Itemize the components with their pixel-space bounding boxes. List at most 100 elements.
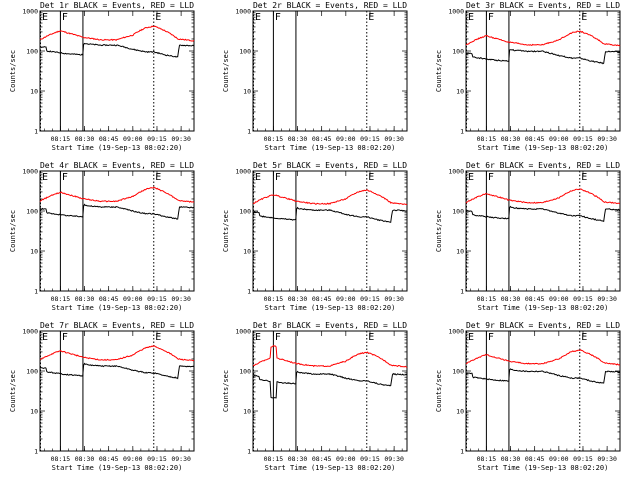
lld-series-line [252,189,408,206]
y-tick-label: 10 [30,248,38,256]
x-axis-label: Start Time (19-Sep-13 08:02:20) [478,304,609,312]
x-tick-label: 09:30 [597,295,617,303]
flag-label: F [62,172,68,183]
events-series-line [252,206,408,223]
panel-title: Det 7r BLACK = Events, RED = LLD [40,321,194,330]
flag-label: E [368,332,374,343]
x-axis-label: Start Time (19-Sep-13 08:02:20) [52,144,183,152]
x-tick-label: 08:15 [51,295,71,303]
x-axis-label: Start Time (19-Sep-13 08:02:20) [52,464,183,472]
y-tick-label: 10 [243,408,251,416]
events-series-line [39,362,195,380]
panel-det-4r: Det 4r BLACK = Events, RED = LLD 1 10 100 10… [9,161,195,312]
panel-title: Det 4r BLACK = Events, RED = LLD [40,161,194,170]
x-tick-label: 09:00 [123,295,143,303]
x-axis-label: Start Time (19-Sep-13 08:02:20) [265,144,396,152]
flag-label: F [488,332,494,343]
x-tick-label: 08:15 [264,135,284,143]
panel-det-6r: Det 6r BLACK = Events, RED = LLD 1 10 100 10… [435,161,621,312]
x-tick-label: 08:45 [525,295,545,303]
flag-label: E [368,172,374,183]
x-tick-label: 09:30 [597,455,617,463]
y-axis-label: Counts/sec [9,210,17,252]
y-tick-label: 1000 [448,328,464,336]
events-series-line [465,205,621,222]
lld-series-line [39,25,195,42]
flag-label: E [155,172,161,183]
y-tick-label: 10 [243,248,251,256]
x-tick-label: 09:15 [147,135,167,143]
lld-series-line [253,344,408,368]
panel-title: Det 8r BLACK = Events, RED = LLD [253,321,407,330]
panel-det-1r: Det 1r BLACK = Events, RED = LLD 1 10 100 10… [9,1,195,152]
y-tick-label: 1000 [22,328,38,336]
x-axis-label: Start Time (19-Sep-13 08:02:20) [478,464,609,472]
y-tick-label: 100 [26,208,38,216]
plot-frame [465,330,621,452]
x-tick-label: 09:00 [123,455,143,463]
flag-label: E [255,332,261,343]
x-axis-label: Start Time (19-Sep-13 08:02:20) [478,144,609,152]
y-tick-label: 1 [34,448,38,456]
y-tick-label: 10 [456,88,464,96]
y-tick-label: 1 [34,288,38,296]
y-tick-label: 10 [30,408,38,416]
y-tick-label: 10 [456,408,464,416]
x-tick-label: 08:45 [312,135,332,143]
x-tick-label: 09:30 [171,455,191,463]
flag-label: F [488,12,494,23]
y-tick-label: 1 [460,128,464,136]
flag-label: E [42,12,48,23]
y-tick-label: 100 [452,48,464,56]
flag-label: E [468,172,474,183]
flag-label: E [155,12,161,23]
x-tick-label: 09:15 [360,295,380,303]
lld-series-line [39,186,195,203]
x-tick-label: 09:00 [123,135,143,143]
panel-det-7r: Det 7r BLACK = Events, RED = LLD 1 10 100 10… [9,321,195,472]
x-tick-label: 08:30 [501,135,521,143]
x-tick-label: 09:00 [336,295,356,303]
flag-label: E [255,172,261,183]
x-tick-label: 08:45 [312,455,332,463]
flag-label: F [275,332,281,343]
y-tick-label: 1000 [235,328,251,336]
plot-frame [39,10,195,132]
x-tick-label: 09:00 [549,455,569,463]
x-axis-label: Start Time (19-Sep-13 08:02:20) [52,304,183,312]
x-tick-label: 08:15 [477,135,497,143]
y-tick-label: 10 [456,248,464,256]
x-tick-label: 09:15 [360,455,380,463]
flag-label: F [62,332,68,343]
x-tick-label: 09:15 [573,135,593,143]
x-tick-label: 09:00 [336,135,356,143]
y-tick-label: 1 [247,448,251,456]
plot-frame [465,170,621,292]
plot-frame [39,330,195,452]
x-tick-label: 08:30 [501,455,521,463]
y-tick-label: 100 [239,48,251,56]
y-tick-label: 100 [239,208,251,216]
lld-series-line [39,345,195,362]
x-tick-label: 09:30 [597,135,617,143]
x-tick-label: 08:15 [51,135,71,143]
y-axis-label: Counts/sec [435,50,443,92]
x-axis-label: Start Time (19-Sep-13 08:02:20) [265,304,396,312]
y-axis-label: Counts/sec [435,210,443,252]
x-tick-label: 09:00 [549,135,569,143]
y-tick-label: 1000 [448,8,464,16]
x-tick-label: 08:45 [99,455,119,463]
panel-title: Det 9r BLACK = Events, RED = LLD [466,321,620,330]
flag-label: F [488,172,494,183]
x-tick-label: 09:15 [147,295,167,303]
y-tick-label: 1000 [235,168,251,176]
panel-title: Det 6r BLACK = Events, RED = LLD [466,161,620,170]
y-tick-label: 100 [26,368,38,376]
x-tick-label: 09:30 [171,295,191,303]
flag-label: E [42,332,48,343]
y-tick-label: 1000 [235,8,251,16]
x-tick-label: 08:30 [75,295,95,303]
panel-title: Det 5r BLACK = Events, RED = LLD [253,161,407,170]
events-series-line [252,370,407,399]
